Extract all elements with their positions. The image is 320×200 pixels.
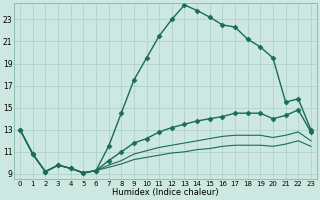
X-axis label: Humidex (Indice chaleur): Humidex (Indice chaleur)	[112, 188, 219, 197]
